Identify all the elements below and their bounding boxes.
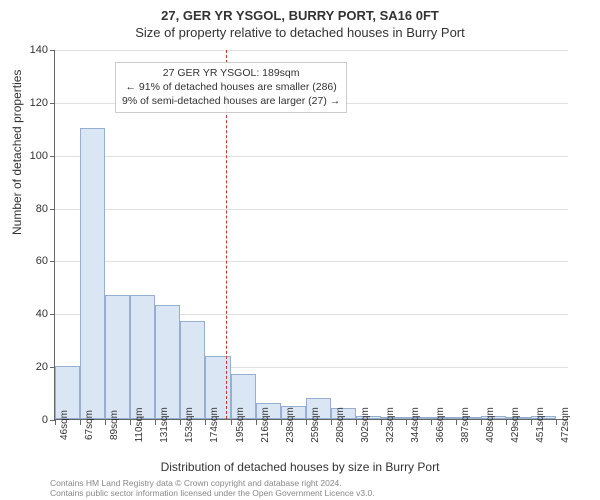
xtick-label: 280sqm xyxy=(335,407,346,443)
ytick-label: 80 xyxy=(36,203,48,215)
xtick-mark xyxy=(506,420,507,425)
xtick-mark xyxy=(331,420,332,425)
xtick-label: 195sqm xyxy=(235,407,246,443)
grid-line xyxy=(55,209,568,210)
xtick-label: 89sqm xyxy=(109,410,120,440)
ytick-label: 140 xyxy=(30,44,48,56)
title-sub: Size of property relative to detached ho… xyxy=(0,25,600,40)
ytick-mark xyxy=(50,261,55,262)
histogram-bar xyxy=(180,321,205,419)
xtick-mark xyxy=(281,420,282,425)
y-axis-label: Number of detached properties xyxy=(10,70,24,235)
xtick-mark xyxy=(431,420,432,425)
xtick-label: 451sqm xyxy=(535,407,546,443)
chart-area: 02040608010012014046sqm67sqm89sqm110sqm1… xyxy=(54,50,568,420)
xtick-label: 67sqm xyxy=(84,410,95,440)
xtick-label: 429sqm xyxy=(510,407,521,443)
xtick-label: 302sqm xyxy=(360,407,371,443)
xtick-mark xyxy=(306,420,307,425)
ytick-label: 40 xyxy=(36,308,48,320)
chart-titles: 27, GER YR YSGOL, BURRY PORT, SA16 0FT S… xyxy=(0,0,600,40)
xtick-mark xyxy=(55,420,56,425)
grid-line xyxy=(55,261,568,262)
annotation-box: 27 GER YR YSGOL: 189sqm← 91% of detached… xyxy=(115,62,347,113)
histogram-bar xyxy=(155,305,180,419)
ytick-label: 100 xyxy=(30,150,48,162)
xtick-label: 131sqm xyxy=(159,407,170,443)
xtick-mark xyxy=(105,420,106,425)
xtick-label: 110sqm xyxy=(134,408,145,443)
footer-attribution: Contains HM Land Registry data © Crown c… xyxy=(50,478,375,498)
xtick-mark xyxy=(531,420,532,425)
plot-area: 02040608010012014046sqm67sqm89sqm110sqm1… xyxy=(54,50,568,420)
ytick-label: 60 xyxy=(36,255,48,267)
ytick-label: 20 xyxy=(36,361,48,373)
xtick-label: 387sqm xyxy=(460,407,471,443)
xtick-mark xyxy=(481,420,482,425)
xtick-label: 408sqm xyxy=(485,407,496,443)
xtick-label: 344sqm xyxy=(410,407,421,443)
xtick-mark xyxy=(456,420,457,425)
xtick-mark xyxy=(231,420,232,425)
ytick-mark xyxy=(50,103,55,104)
annotation-line: 27 GER YR YSGOL: 189sqm xyxy=(122,66,340,80)
xtick-mark xyxy=(205,420,206,425)
xtick-label: 323sqm xyxy=(385,407,396,443)
xtick-label: 174sqm xyxy=(209,407,220,443)
title-main: 27, GER YR YSGOL, BURRY PORT, SA16 0FT xyxy=(0,8,600,23)
ytick-mark xyxy=(50,209,55,210)
xtick-mark xyxy=(256,420,257,425)
annotation-line: 9% of semi-detached houses are larger (2… xyxy=(122,94,340,108)
xtick-label: 472sqm xyxy=(560,407,571,443)
xtick-mark xyxy=(130,420,131,425)
ytick-mark xyxy=(50,50,55,51)
xtick-label: 238sqm xyxy=(285,407,296,443)
xtick-label: 216sqm xyxy=(260,407,271,443)
histogram-bar xyxy=(105,295,130,419)
annotation-line: ← 91% of detached houses are smaller (28… xyxy=(122,80,340,94)
xtick-label: 259sqm xyxy=(310,407,321,443)
grid-line xyxy=(55,156,568,157)
footer-line-1: Contains HM Land Registry data © Crown c… xyxy=(50,478,375,488)
ytick-mark xyxy=(50,314,55,315)
xtick-label: 46sqm xyxy=(59,410,70,440)
xtick-mark xyxy=(381,420,382,425)
xtick-mark xyxy=(356,420,357,425)
x-axis-label: Distribution of detached houses by size … xyxy=(0,460,600,474)
ytick-label: 120 xyxy=(30,97,48,109)
ytick-mark xyxy=(50,156,55,157)
grid-line xyxy=(55,50,568,51)
ytick-label: 0 xyxy=(42,414,48,426)
histogram-bar xyxy=(80,128,105,419)
footer-line-2: Contains public sector information licen… xyxy=(50,488,375,498)
xtick-label: 153sqm xyxy=(184,407,195,443)
xtick-label: 366sqm xyxy=(435,407,446,443)
xtick-mark xyxy=(80,420,81,425)
histogram-bar xyxy=(130,295,155,419)
xtick-mark xyxy=(556,420,557,425)
xtick-mark xyxy=(180,420,181,425)
xtick-mark xyxy=(155,420,156,425)
xtick-mark xyxy=(406,420,407,425)
